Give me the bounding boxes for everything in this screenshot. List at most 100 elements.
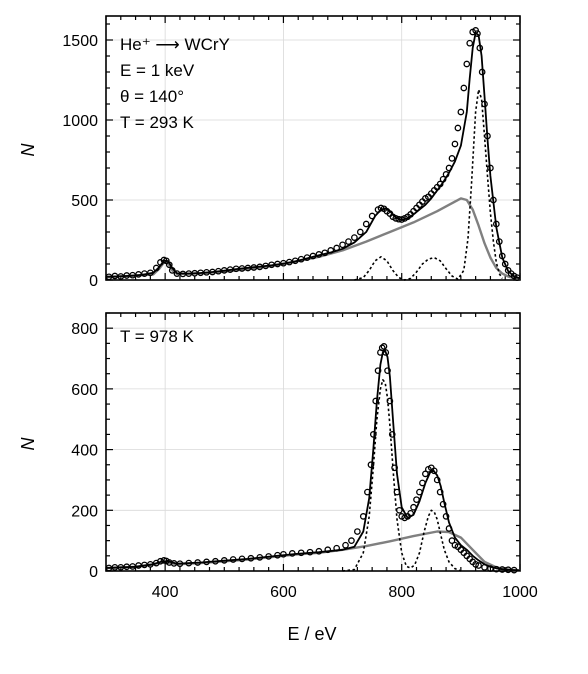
bottom-data-point (439, 500, 447, 508)
bottom-x-tick-label: 800 (388, 584, 415, 601)
bottom-data-point (185, 559, 193, 567)
top-data-point (356, 228, 364, 236)
bottom-data-point (194, 559, 202, 566)
bottom-data-point (481, 564, 488, 571)
top-data-point (362, 220, 370, 228)
bottom-data-point (297, 549, 305, 557)
bottom-y-tick-label: 600 (71, 382, 98, 399)
top-data-point (392, 215, 400, 222)
top-series (105, 27, 521, 281)
bottom-series (105, 343, 521, 574)
top-data-point (377, 204, 385, 212)
bottom-data-point (445, 525, 453, 532)
top-data-point (460, 84, 468, 92)
top-data-point (339, 241, 346, 249)
bottom-data-point (369, 431, 377, 438)
top-data-point (152, 264, 160, 272)
bottom-y-tick-label: 200 (71, 503, 98, 520)
bottom-fit-peak-line (342, 378, 462, 572)
top-data-point (442, 171, 450, 178)
top-data-point (436, 180, 444, 188)
top-data-point (345, 238, 352, 245)
bottom-data-point (315, 547, 323, 555)
top-data-point (448, 155, 456, 162)
bottom-data-point (238, 555, 246, 563)
bottom-data-point (416, 488, 423, 496)
x-axis-title: E / eV (287, 624, 336, 644)
bottom-data-point (367, 461, 375, 469)
top-data-point (490, 196, 497, 204)
bottom-data-point (386, 397, 394, 405)
bottom-plot-frame (105, 312, 521, 572)
top-data-point (484, 132, 491, 140)
bottom-data-point (382, 349, 390, 356)
top-data-point (457, 108, 465, 116)
bottom-data-point (364, 488, 371, 496)
top-y-axis-title: N (18, 143, 38, 157)
bottom-data-point (475, 562, 482, 569)
top-y-tick-label: 0 (89, 273, 98, 290)
top-plot-frame (105, 15, 521, 281)
top-data-point (451, 140, 459, 148)
top-fit-peak-line (354, 88, 503, 281)
top-data-point (333, 244, 341, 252)
bottom-data-point (212, 557, 219, 565)
top-data-point (351, 234, 358, 241)
bottom-y-tick-label: 800 (71, 321, 98, 338)
top-data-point (513, 274, 521, 281)
top-annotation-reaction: He⁺ ⟶ WCrY (120, 35, 230, 54)
top-data-point (454, 124, 462, 132)
top-data-point (303, 254, 311, 261)
bottom-x-tick-label: 600 (270, 584, 297, 601)
bottom-x-tick-label: 400 (152, 584, 179, 601)
bottom-data-point (388, 431, 396, 438)
bottom-data-point (359, 513, 367, 520)
bottom-panel: 0 200 400 600 800 400 600 800 1000 T = 978 K N E… (18, 312, 538, 644)
bottom-data-point (384, 367, 391, 375)
bottom-data-point (342, 541, 349, 549)
bottom-data-point (372, 397, 380, 405)
top-data-point (487, 164, 494, 172)
top-panel: 0 500 1000 1500 He⁺ ⟶ WCrY E = 1 keV θ = 14… (18, 15, 521, 290)
bottom-data-point (220, 557, 228, 564)
top-data-point (147, 269, 154, 277)
bottom-data-point (324, 546, 332, 554)
top-data-point (327, 247, 335, 254)
bottom-data-point (229, 556, 237, 563)
bottom-data-point (333, 544, 341, 552)
top-data-point (476, 44, 484, 52)
top-data-point (321, 249, 329, 257)
bottom-y-tick-label: 0 (89, 564, 98, 581)
top-data-point (439, 175, 447, 183)
top-data-point (445, 164, 453, 172)
bottom-data-point (256, 553, 264, 561)
top-data-point (117, 273, 125, 280)
bottom-x-tick-label: 1000 (502, 584, 538, 601)
top-data-point (165, 261, 173, 269)
top-data-point (495, 238, 503, 245)
bottom-data-point (422, 470, 429, 478)
top-data-point (492, 220, 500, 228)
bottom-data-point (147, 560, 154, 568)
bottom-data-point (265, 553, 272, 560)
top-data-point (478, 68, 486, 76)
bottom-data-point (380, 343, 388, 350)
bottom-data-point (395, 506, 403, 514)
bottom-data-point (448, 537, 456, 544)
bottom-data-point (378, 344, 386, 352)
bottom-annotation-temperature: T = 978 K (120, 327, 195, 346)
top-data-point (315, 251, 323, 258)
top-data-point (481, 100, 488, 108)
top-data-point (398, 216, 406, 223)
top-tick-labels: 0 500 1000 1500 (62, 33, 98, 290)
top-data-point (291, 257, 299, 265)
top-data-point (285, 258, 293, 266)
top-y-tick-label: 1000 (62, 113, 98, 130)
bottom-tick-labels: 0 200 400 600 800 400 600 800 1000 (71, 321, 538, 601)
top-data-point (280, 259, 287, 267)
top-y-tick-label: 1500 (62, 33, 98, 50)
top-ticks (105, 16, 521, 281)
bottom-y-tick-label: 400 (71, 443, 98, 460)
top-data-point (466, 39, 474, 47)
top-data-point (256, 263, 264, 271)
